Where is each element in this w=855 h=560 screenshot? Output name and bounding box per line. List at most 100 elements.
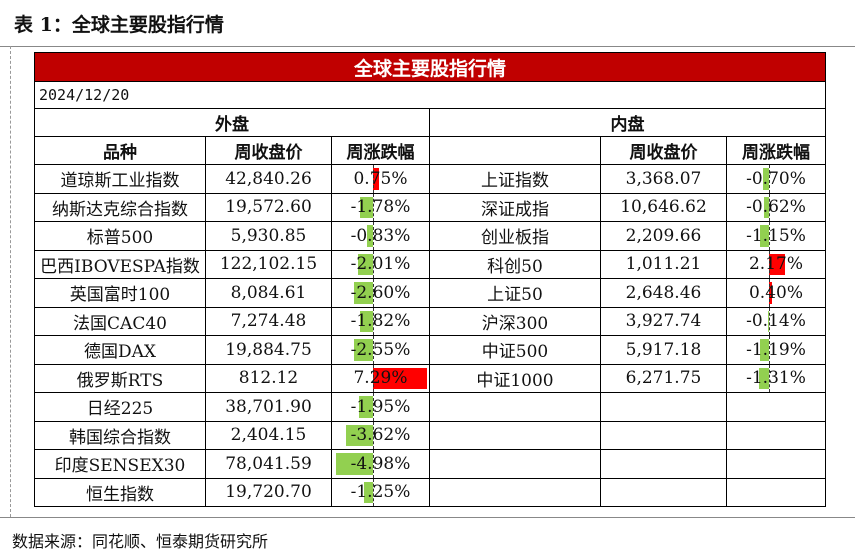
col-header-variety-domestic — [430, 137, 601, 165]
zero-axis — [373, 393, 375, 421]
change-bar — [373, 367, 428, 389]
overseas-index-name: 德国DAX — [34, 336, 206, 365]
change-value: -1.15% — [746, 225, 806, 246]
domestic-index-name: 沪深300 — [430, 307, 601, 336]
zero-axis — [373, 478, 375, 506]
change-value: -0.83% — [350, 225, 411, 246]
overseas-index-name: 俄罗斯RTS — [34, 364, 206, 393]
overseas-index-name: 道琼斯工业指数 — [34, 165, 206, 194]
change-bar — [358, 396, 374, 418]
domestic-index-change: 0.40% — [727, 279, 826, 308]
domestic-index-close: 3,927.74 — [601, 307, 727, 336]
overseas-index-name: 标普500 — [34, 222, 206, 251]
overseas-index-name: 纳斯达克综合指数 — [34, 193, 206, 222]
change-value: -4.98% — [350, 453, 411, 474]
domestic-index-name: 中证1000 — [430, 364, 601, 393]
overseas-index-close: 78,041.59 — [206, 450, 332, 479]
overseas-index-name: 恒生指数 — [34, 478, 206, 507]
overseas-index-change: -1.95% — [332, 393, 430, 422]
domestic-index-close: 6,271.75 — [601, 364, 727, 393]
change-value: 7.29% — [353, 368, 408, 389]
col-header-close-domestic: 周收盘价 — [601, 137, 727, 165]
change-value: 0.75% — [353, 168, 408, 189]
overseas-index-change: -3.62% — [332, 421, 430, 450]
change-bar — [373, 168, 379, 190]
overseas-index-name: 巴西IBOVESPA指数 — [34, 250, 206, 279]
overseas-index-name: 韩国综合指数 — [34, 421, 206, 450]
change-value: 0.40% — [748, 282, 803, 303]
zero-axis — [768, 193, 770, 221]
zero-axis — [373, 364, 375, 392]
domestic-index-change: 2.17% — [727, 250, 826, 279]
overseas-index-close: 19,884.75 — [206, 336, 332, 365]
overseas-index-close: 5,930.85 — [206, 222, 332, 251]
overseas-index-change: -2.55% — [332, 336, 430, 365]
zero-axis — [768, 279, 770, 307]
change-bar — [358, 253, 374, 275]
domestic-index-change: -1.15% — [727, 222, 826, 251]
zero-axis — [373, 336, 375, 364]
overseas-index-close: 2,404.15 — [206, 421, 332, 450]
zero-axis — [373, 279, 375, 307]
change-value: -1.78% — [350, 197, 411, 218]
empty-cell — [430, 393, 601, 422]
overseas-index-close: 19,720.70 — [206, 478, 332, 507]
empty-cell — [601, 393, 727, 422]
empty-cell — [430, 421, 601, 450]
overseas-index-change: 0.75% — [332, 165, 430, 194]
col-header-close: 周收盘价 — [206, 137, 332, 165]
col-header-change-domestic: 周涨跌幅 — [727, 137, 826, 165]
change-value: -1.82% — [350, 311, 411, 332]
top-rule — [0, 46, 855, 47]
empty-cell — [601, 450, 727, 479]
domestic-index-change: -0.14% — [727, 307, 826, 336]
change-value: -2.55% — [350, 339, 411, 360]
change-bar — [363, 481, 374, 503]
overseas-index-change: -1.78% — [332, 193, 430, 222]
domestic-index-close: 2,209.66 — [601, 222, 727, 251]
overseas-index-change: -0.83% — [332, 222, 430, 251]
zero-axis — [768, 250, 770, 278]
empty-cell — [727, 478, 826, 507]
domestic-index-change: -0.70% — [727, 165, 826, 194]
overseas-index-name: 法国CAC40 — [34, 307, 206, 336]
domestic-index-close: 1,011.21 — [601, 250, 727, 279]
zero-axis — [373, 250, 375, 278]
zero-axis — [768, 165, 770, 193]
change-value: -1.95% — [350, 396, 411, 417]
empty-cell — [727, 393, 826, 422]
overseas-index-change: -2.01% — [332, 250, 430, 279]
domestic-index-change: -1.19% — [727, 336, 826, 365]
overseas-index-name: 印度SENSEX30 — [34, 450, 206, 479]
overseas-index-change: -4.98% — [332, 450, 430, 479]
table-title: 全球主要股指行情 — [34, 52, 826, 82]
overseas-index-change: -1.25% — [332, 478, 430, 507]
domestic-index-name: 深证成指 — [430, 193, 601, 222]
left-dashed-line — [10, 46, 11, 517]
overseas-index-change: 7.29% — [332, 364, 430, 393]
change-value: -3.62% — [350, 425, 411, 446]
overseas-index-close: 42,840.26 — [206, 165, 332, 194]
change-value: -1.19% — [746, 339, 806, 360]
zero-axis — [373, 450, 375, 478]
change-bar — [367, 225, 374, 247]
change-bar — [336, 453, 374, 475]
change-bar — [768, 253, 785, 275]
table-caption: 表 1：全球主要股指行情 — [14, 14, 224, 36]
change-value: 2.17% — [748, 254, 803, 275]
domestic-index-name: 科创50 — [430, 250, 601, 279]
change-bar — [359, 310, 374, 332]
zero-axis — [768, 364, 770, 392]
zero-axis — [373, 222, 375, 250]
section-domestic: 内盘 — [430, 109, 826, 137]
zero-axis — [373, 307, 375, 335]
empty-cell — [601, 478, 727, 507]
zero-axis — [373, 421, 375, 449]
change-value: -1.25% — [350, 482, 411, 503]
domestic-index-close: 2,648.46 — [601, 279, 727, 308]
col-header-variety: 品种 — [34, 137, 206, 165]
domestic-index-name: 中证500 — [430, 336, 601, 365]
domestic-index-close: 3,368.07 — [601, 165, 727, 194]
domestic-index-change: -1.31% — [727, 364, 826, 393]
overseas-index-change: -1.82% — [332, 307, 430, 336]
